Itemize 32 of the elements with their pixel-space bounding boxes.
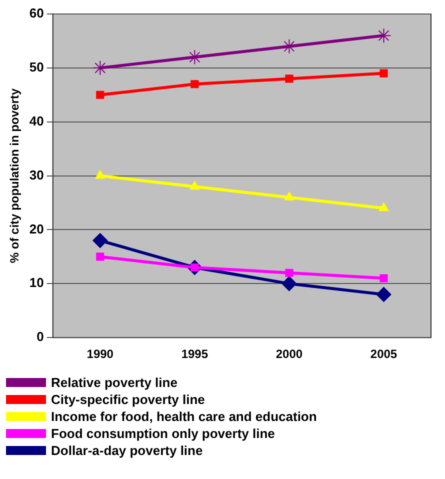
y-tick-label: 40 <box>29 113 44 128</box>
point <box>96 252 104 261</box>
legend-label: Relative poverty line <box>51 375 178 390</box>
x-tick-label: 1990 <box>86 347 114 362</box>
y-tick-label: 60 <box>29 6 44 21</box>
legend-label: Dollar-a-day poverty line <box>51 443 203 458</box>
point <box>92 233 108 248</box>
point <box>190 181 200 190</box>
point <box>187 50 202 65</box>
legend-label: Income for food, health care and education <box>51 409 317 424</box>
legend-label: Food consumption only poverty line <box>51 426 275 441</box>
y-axis-title: % of city population in poverty <box>8 88 22 264</box>
x-tick-label: 2000 <box>276 347 303 362</box>
point <box>378 202 389 212</box>
point <box>380 274 388 282</box>
point <box>285 268 294 277</box>
x-tick-label: 1995 <box>181 347 208 362</box>
point <box>95 170 105 179</box>
y-tick-label: 20 <box>29 221 44 236</box>
point <box>96 90 104 99</box>
point <box>285 74 294 83</box>
point <box>282 276 297 292</box>
y-tick-label: 50 <box>29 60 44 75</box>
y-tick-label: 30 <box>29 167 44 182</box>
point <box>376 286 392 302</box>
y-tick-label: 10 <box>29 275 44 290</box>
point <box>284 192 294 200</box>
y-tick-label: 0 <box>36 329 44 344</box>
point <box>190 80 199 88</box>
x-tick-label: 2005 <box>370 347 398 362</box>
legend-label: City-specific poverty line <box>51 392 205 407</box>
point <box>380 69 388 78</box>
